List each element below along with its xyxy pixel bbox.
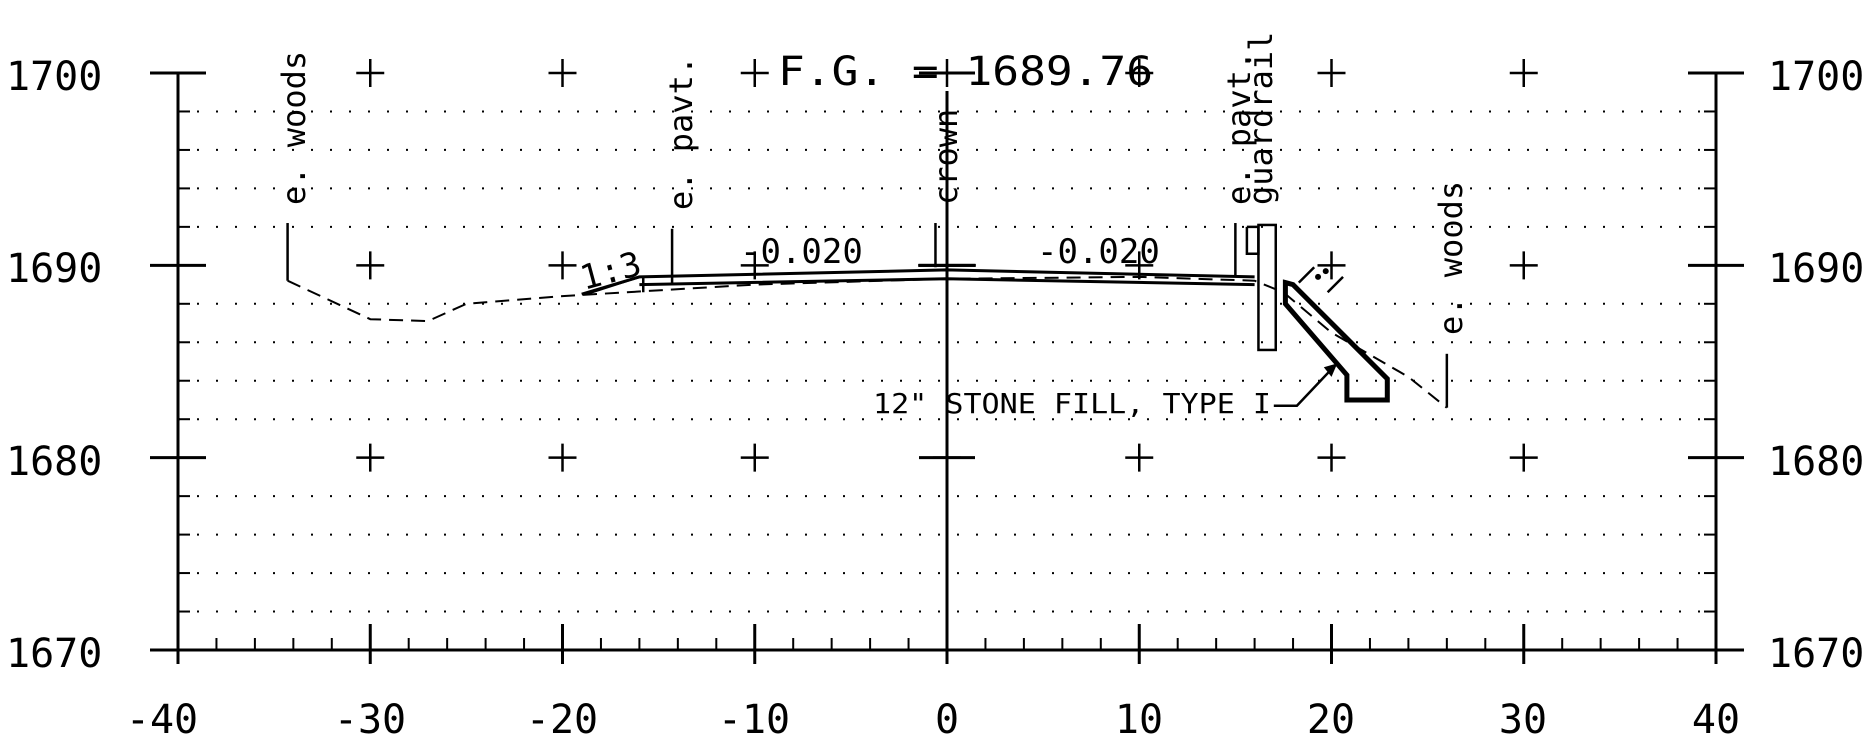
x-tick-label: -20 (526, 697, 598, 743)
plus-marker (1125, 59, 1154, 87)
plus-marker (1125, 443, 1154, 472)
stone-fill-callout: 12" STONE FILL, TYPE I (873, 387, 1271, 420)
slope-dot (1315, 273, 1322, 280)
x-tick-label: 0 (935, 697, 959, 743)
guardrail-post (1257, 223, 1277, 352)
finished-grade-label: F.G. = 1689.76 (778, 49, 1153, 95)
e-woods-left-label: e. woods (275, 51, 313, 205)
plus-marker (740, 443, 769, 472)
axes (150, 71, 1744, 664)
plus-marker (356, 251, 385, 280)
subgrade-line (639, 277, 1255, 287)
plus-marker (1509, 59, 1538, 87)
plus-marker (356, 59, 385, 87)
stone-fill-arrowhead (1323, 363, 1338, 377)
plus-marker (1317, 59, 1346, 87)
e-pavt-left-label: e. pavt. (662, 56, 700, 210)
existing-ground-line (287, 275, 1448, 409)
y-tick-label-left: 1670 (6, 631, 102, 677)
profiles (287, 268, 1448, 409)
crown-label: crown (927, 109, 965, 205)
cross-slope-left-label: -0.020 (740, 232, 863, 272)
stone-fill-outline (1282, 279, 1390, 403)
x-tick-label: -10 (718, 697, 790, 743)
plus-marker (356, 443, 385, 472)
x-tick-label: 20 (1307, 697, 1355, 743)
y-tick-label-right: 1700 (1768, 54, 1864, 100)
guardrail-blockout (1245, 225, 1260, 256)
y-tick-label-right: 1690 (1768, 246, 1864, 292)
plus-marker (548, 251, 577, 280)
slope-dot (1322, 268, 1329, 275)
structures (286, 223, 1449, 408)
y-tick-label-left: 1700 (6, 54, 102, 100)
slope-mark (1326, 275, 1344, 294)
y-tick-label-left: 1680 (6, 439, 102, 485)
plus-marker (1317, 251, 1346, 280)
e-woods-right-label: e. woods (1432, 181, 1470, 335)
y-tick-label-left: 1690 (6, 246, 102, 292)
x-tick-label: 10 (1115, 697, 1163, 743)
y-tick-label-right: 1670 (1768, 631, 1864, 677)
guardrail-label: guardrail (1242, 32, 1280, 205)
x-tick-label: 40 (1692, 697, 1740, 743)
plus-marker (740, 59, 769, 87)
plus-marker (1509, 251, 1538, 280)
stone-fill-leader (1273, 368, 1333, 407)
plus-marker (1317, 443, 1346, 472)
x-tick-label: 30 (1499, 697, 1547, 743)
plus-marker (548, 443, 577, 472)
plus-marker (548, 59, 577, 87)
plus-marker (1509, 443, 1538, 472)
y-tick-label-right: 1680 (1768, 439, 1864, 485)
slope-mark (1297, 266, 1316, 284)
cross-slope-right-label: -0.020 (1037, 232, 1160, 272)
slope-ratio-label: 1:3 (576, 244, 646, 299)
x-tick-label: -40 (126, 697, 198, 743)
shoulder-slope (585, 275, 640, 296)
x-tick-label: -30 (334, 697, 406, 743)
e-pavt-right-label: e. pavt. (1220, 51, 1258, 205)
